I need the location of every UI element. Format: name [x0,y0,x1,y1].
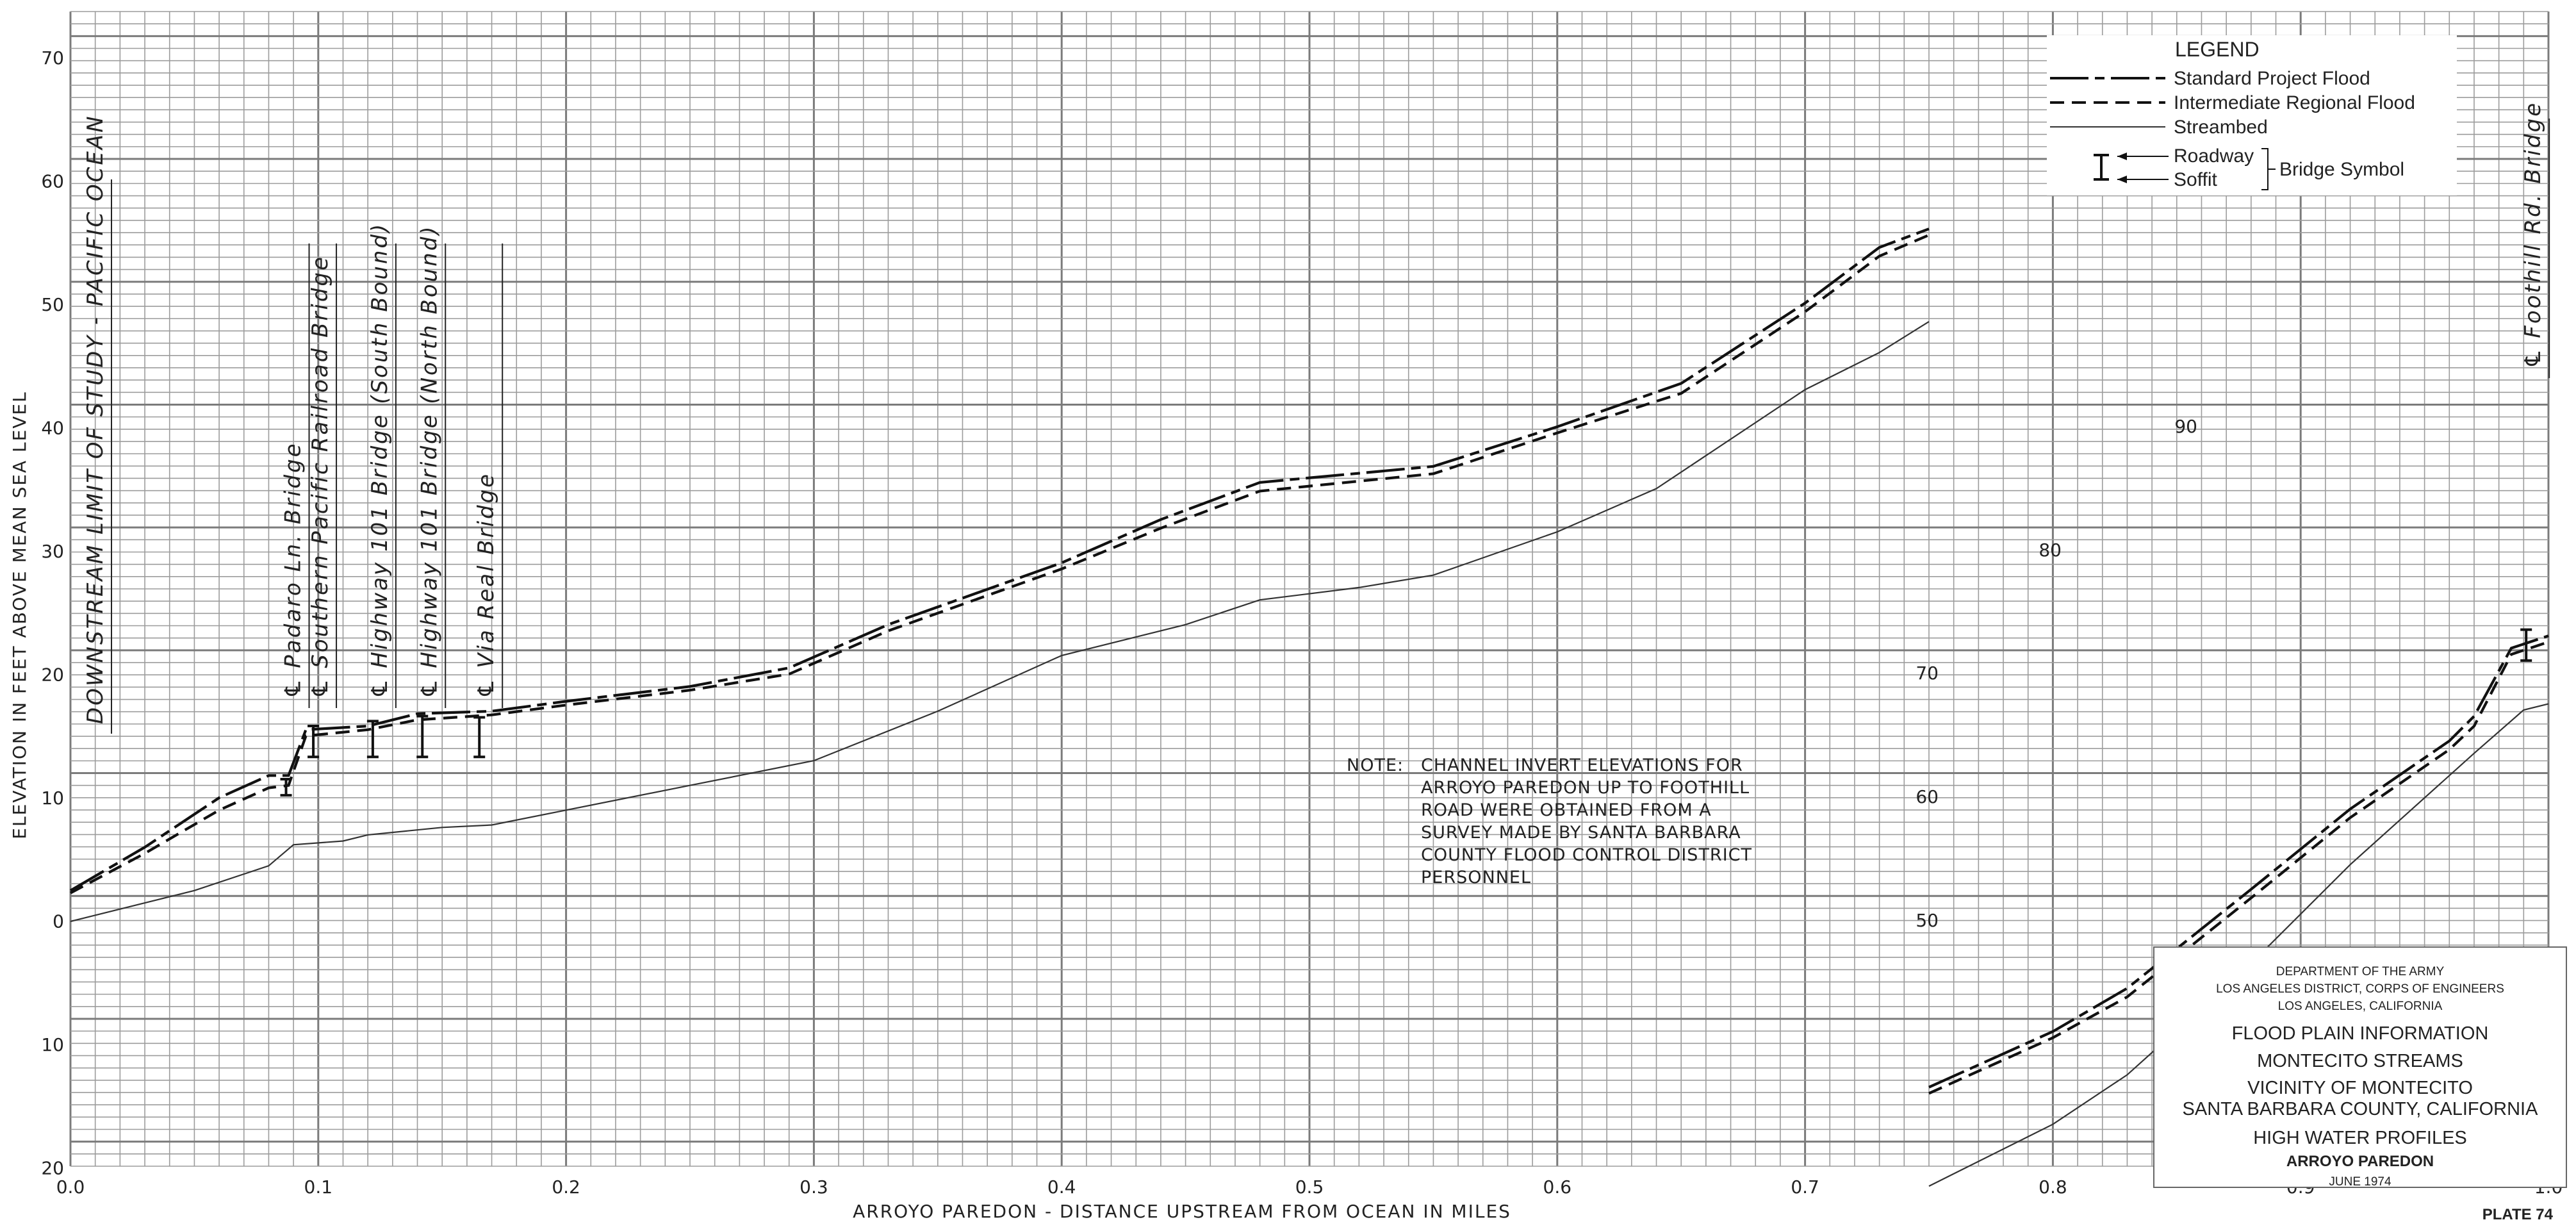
x-tick-label: 0.6 [1543,1176,1572,1198]
y-tick-label-upper: 60 [1916,786,1939,807]
y-tick-label: 70 [41,47,64,69]
y-tick-label: 10 [41,788,64,809]
bridge-label: ℄ Highway 101 Bridge (North Bound) [416,224,442,698]
legend-background [2047,35,2457,195]
note-line: SURVEY MADE BY SANTA BARBARA [1421,823,1741,843]
stream-name: ARROYO PAREDON [2286,1153,2434,1170]
note-line: CHANNEL INVERT ELEVATIONS FOR [1421,755,1743,775]
y-axis-title: ELEVATION IN FEET ABOVE MEAN SEA LEVEL [9,391,30,839]
bridge-symbol-icon [2094,148,2276,190]
note-line: ARROYO PAREDON UP TO FOOTHILL [1421,778,1750,798]
x-tick-label: 0.7 [1791,1176,1819,1198]
legend-label-soffit: Soffit [2174,169,2217,190]
series-streambed-upper-reach [1928,703,2549,1187]
report-date: JUNE 1974 [2329,1175,2391,1189]
note-line: PERSONNEL [1421,868,1531,887]
note-line: COUNTY FLOOD CONTROL DISTRICT [1421,845,1752,865]
y-tick-label-upper: 90 [2174,416,2197,437]
bridge-label: ℄ Highway 101 Bridge (South Bound) [367,222,393,698]
y-tick-label: 60 [41,171,64,192]
report-county: SANTA BARBARA COUNTY, CALIFORNIA [2183,1099,2539,1119]
y-tick-label: 50 [41,294,64,315]
note-line: ROAD WERE OBTAINED FROM A [1421,800,1712,820]
legend-label-standard-project-flood: Standard Project Flood [2174,68,2370,89]
y-tick-label: 20 [41,664,64,686]
chart-title: HIGH WATER PROFILES [2253,1128,2467,1148]
x-tick-label: 0.8 [2039,1176,2067,1198]
y-tick-label: 20 [41,1158,64,1179]
y-tick-label: 10 [41,1034,64,1055]
agency-line: DEPARTMENT OF THE ARMY [2276,965,2445,978]
legend: LEGEND Standard Project Flood Intermedia… [2047,35,2457,195]
legend-label-intermediate-regional-flood: Intermediate Regional Flood [2174,92,2415,113]
bridge-label: DOWNSTREAM LIMIT OF STUDY - PACIFIC OCEA… [83,114,108,724]
bridge-label: ℄ Southern Pacific Railroad Bridge [308,255,333,698]
report-subtitle: MONTECITO STREAMS [2257,1051,2463,1071]
x-tick-label: 0.0 [56,1176,85,1198]
x-tick-label: 0.1 [304,1176,333,1198]
x-tick-label: 0.3 [800,1176,828,1198]
plate-number: PLATE 74 [2482,1206,2554,1223]
legend-title: LEGEND [2175,38,2260,61]
y-tick-label-upper: 70 [1916,663,1939,684]
agency-line: LOS ANGELES, CALIFORNIA [2278,1000,2443,1013]
y-tick-label: 40 [41,418,64,439]
report-title: FLOOD PLAIN INFORMATION [2232,1023,2489,1044]
bridge-markers: DOWNSTREAM LIMIT OF STUDY - PACIFIC OCEA… [83,101,2550,797]
y-tick-label-upper: 80 [2039,540,2062,561]
y-tick-label-upper: 50 [1916,910,1939,931]
profile-series [69,227,2549,1187]
x-tick-label: 0.4 [1047,1176,1076,1198]
legend-label-bridge-symbol: Bridge Symbol [2279,159,2404,180]
title-block: DEPARTMENT OF THE ARMY LOS ANGELES DISTR… [2153,946,2567,1189]
legend-label-streambed: Streambed [2174,117,2268,138]
survey-note: NOTE: CHANNEL INVERT ELEVATIONS FOR ARRO… [1347,755,1752,887]
series-standard-project-flood-lower-reach [69,227,1930,892]
y-tick-label: 30 [41,541,64,562]
bridge-label: ℄ Via Real Bridge [473,472,499,698]
series-intermediate-regional-flood-upper-reach [1928,640,2549,1095]
title-block-frame [2153,946,2567,1188]
bridge-label: ℄ Padaro Ln. Bridge [281,441,306,698]
x-axis-title: ARROYO PAREDON - DISTANCE UPSTREAM FROM … [853,1201,1511,1222]
agency-line: LOS ANGELES DISTRICT, CORPS OF ENGINEERS [2216,982,2504,996]
series-intermediate-regional-flood-lower-reach [70,233,1930,895]
series-streambed-lower-reach [70,320,1930,923]
bridge-label: ℄ Foothill Rd. Bridge [2520,101,2546,368]
report-location: VICINITY OF MONTECITO [2247,1078,2473,1098]
series-standard-project-flood-upper-reach [1928,634,2549,1089]
plot-grid [69,11,2550,1167]
y-tick-label: 0 [53,911,64,932]
x-tick-label: 0.2 [552,1176,580,1198]
legend-label-roadway: Roadway [2174,145,2254,167]
x-tick-label: 0.5 [1295,1176,1324,1198]
note-label: NOTE: [1347,755,1404,775]
